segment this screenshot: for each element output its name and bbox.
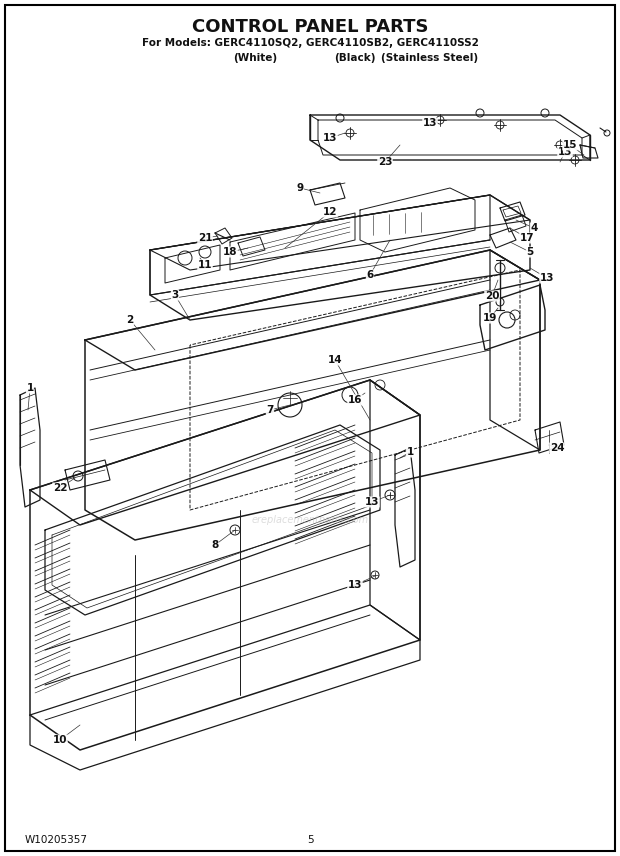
Text: 3: 3	[171, 290, 179, 300]
Text: 1: 1	[27, 383, 33, 393]
Text: 18: 18	[223, 247, 237, 257]
Text: 13: 13	[323, 133, 337, 143]
Text: For Models: GERC4110SQ2, GERC4110SB2, GERC4110SS2: For Models: GERC4110SQ2, GERC4110SB2, GE…	[141, 38, 479, 48]
Text: 5: 5	[307, 835, 313, 845]
Text: 9: 9	[296, 183, 304, 193]
Text: 17: 17	[520, 233, 534, 243]
Text: 19: 19	[483, 313, 497, 323]
Text: 20: 20	[485, 291, 499, 301]
Text: 24: 24	[550, 443, 564, 453]
Text: 11: 11	[198, 260, 212, 270]
Text: 21: 21	[198, 233, 212, 243]
Text: 6: 6	[366, 270, 374, 280]
Text: 14: 14	[328, 355, 342, 365]
Text: 2: 2	[126, 315, 134, 325]
Text: 13: 13	[558, 147, 572, 157]
Text: 13: 13	[423, 118, 437, 128]
Text: (Black): (Black)	[334, 53, 376, 63]
Text: 12: 12	[323, 207, 337, 217]
Text: 8: 8	[211, 540, 219, 550]
Text: 13: 13	[348, 580, 362, 590]
Text: 22: 22	[53, 483, 67, 493]
Text: 16: 16	[348, 395, 362, 405]
Text: CONTROL PANEL PARTS: CONTROL PANEL PARTS	[192, 18, 428, 36]
Text: W10205357: W10205357	[25, 835, 88, 845]
Text: 13: 13	[540, 273, 554, 283]
Text: 10: 10	[53, 735, 67, 745]
Text: (White): (White)	[233, 53, 277, 63]
Text: 15: 15	[563, 140, 577, 150]
Text: 1: 1	[406, 447, 414, 457]
Text: 4: 4	[530, 223, 538, 233]
Text: (Stainless Steel): (Stainless Steel)	[381, 53, 479, 63]
Text: 7: 7	[267, 405, 273, 415]
Text: 13: 13	[365, 497, 379, 507]
Text: 23: 23	[378, 157, 392, 167]
Text: 5: 5	[526, 247, 534, 257]
Text: ereplacementparts.com: ereplacementparts.com	[252, 515, 368, 525]
